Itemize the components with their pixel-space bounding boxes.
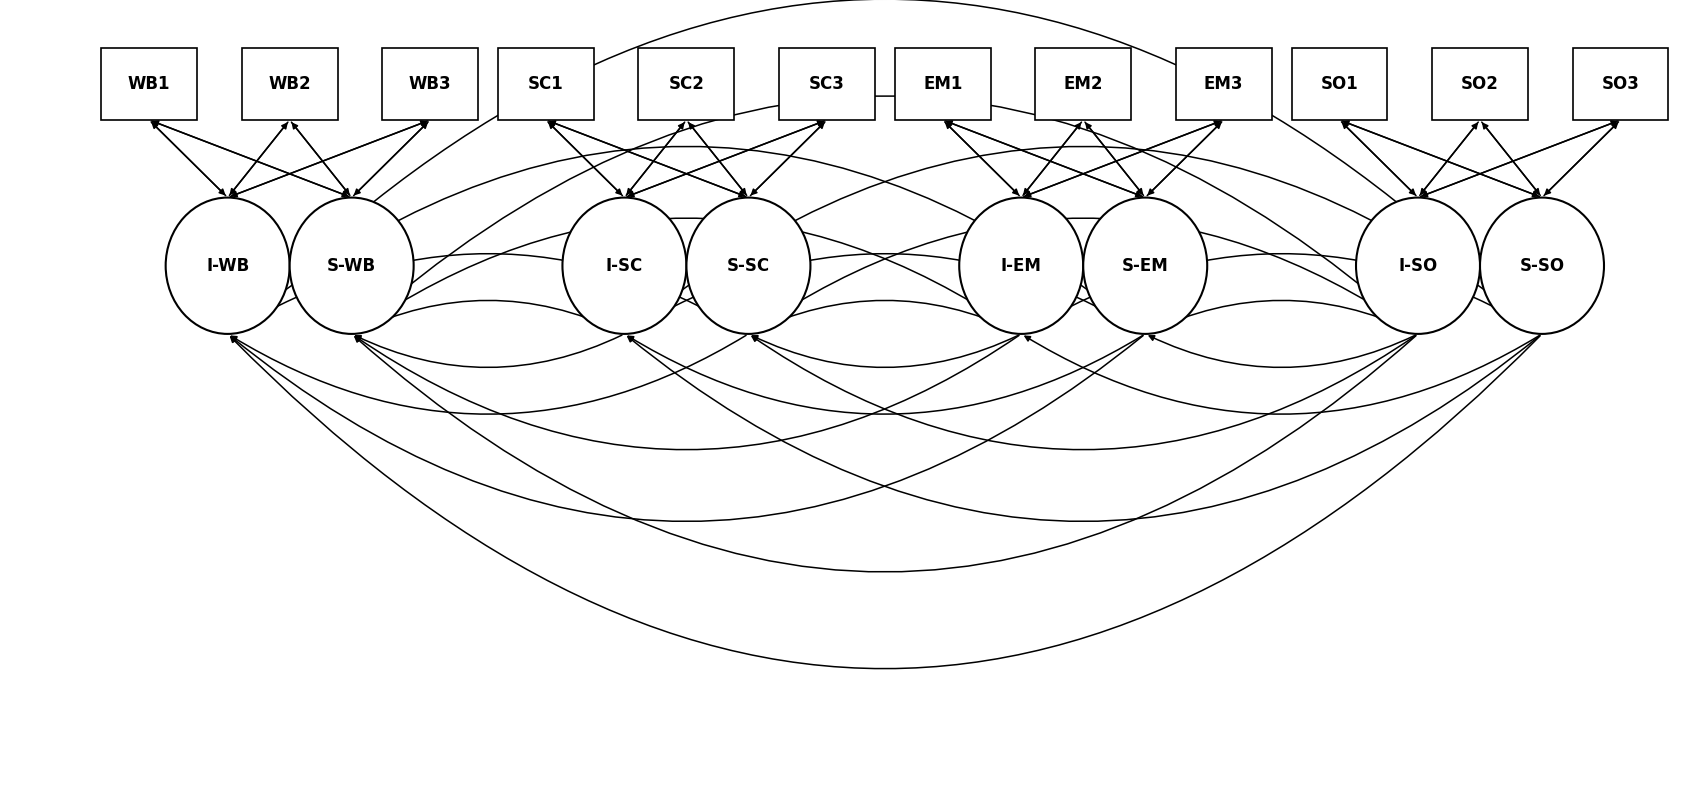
Text: I-SC: I-SC	[606, 256, 643, 275]
FancyBboxPatch shape	[383, 48, 477, 120]
Text: I-WB: I-WB	[206, 256, 250, 275]
Text: WB1: WB1	[128, 75, 170, 93]
Text: SO3: SO3	[1601, 75, 1640, 93]
FancyBboxPatch shape	[1036, 48, 1132, 120]
Ellipse shape	[1083, 197, 1208, 334]
FancyBboxPatch shape	[1432, 48, 1528, 120]
Text: SO1: SO1	[1321, 75, 1358, 93]
Text: WB2: WB2	[268, 75, 310, 93]
Text: S-SC: S-SC	[727, 256, 769, 275]
Text: SO2: SO2	[1461, 75, 1500, 93]
FancyBboxPatch shape	[1176, 48, 1272, 120]
Text: SC2: SC2	[668, 75, 705, 93]
Ellipse shape	[687, 197, 810, 334]
Text: SC1: SC1	[528, 75, 563, 93]
FancyBboxPatch shape	[1292, 48, 1387, 120]
Text: I-SO: I-SO	[1399, 256, 1437, 275]
FancyBboxPatch shape	[638, 48, 734, 120]
Text: EM1: EM1	[923, 75, 962, 93]
Text: S-SO: S-SO	[1520, 256, 1564, 275]
Text: I-EM: I-EM	[1000, 256, 1041, 275]
Ellipse shape	[960, 197, 1083, 334]
Ellipse shape	[1356, 197, 1479, 334]
Ellipse shape	[562, 197, 687, 334]
Ellipse shape	[290, 197, 413, 334]
Text: EM3: EM3	[1205, 75, 1243, 93]
FancyBboxPatch shape	[779, 48, 876, 120]
Ellipse shape	[165, 197, 290, 334]
Text: S-EM: S-EM	[1122, 256, 1169, 275]
FancyBboxPatch shape	[498, 48, 594, 120]
Text: EM2: EM2	[1063, 75, 1103, 93]
Text: SC3: SC3	[810, 75, 845, 93]
FancyBboxPatch shape	[101, 48, 197, 120]
Text: S-WB: S-WB	[327, 256, 376, 275]
FancyBboxPatch shape	[894, 48, 990, 120]
FancyBboxPatch shape	[1572, 48, 1668, 120]
Ellipse shape	[1479, 197, 1604, 334]
Text: WB3: WB3	[408, 75, 452, 93]
FancyBboxPatch shape	[241, 48, 337, 120]
